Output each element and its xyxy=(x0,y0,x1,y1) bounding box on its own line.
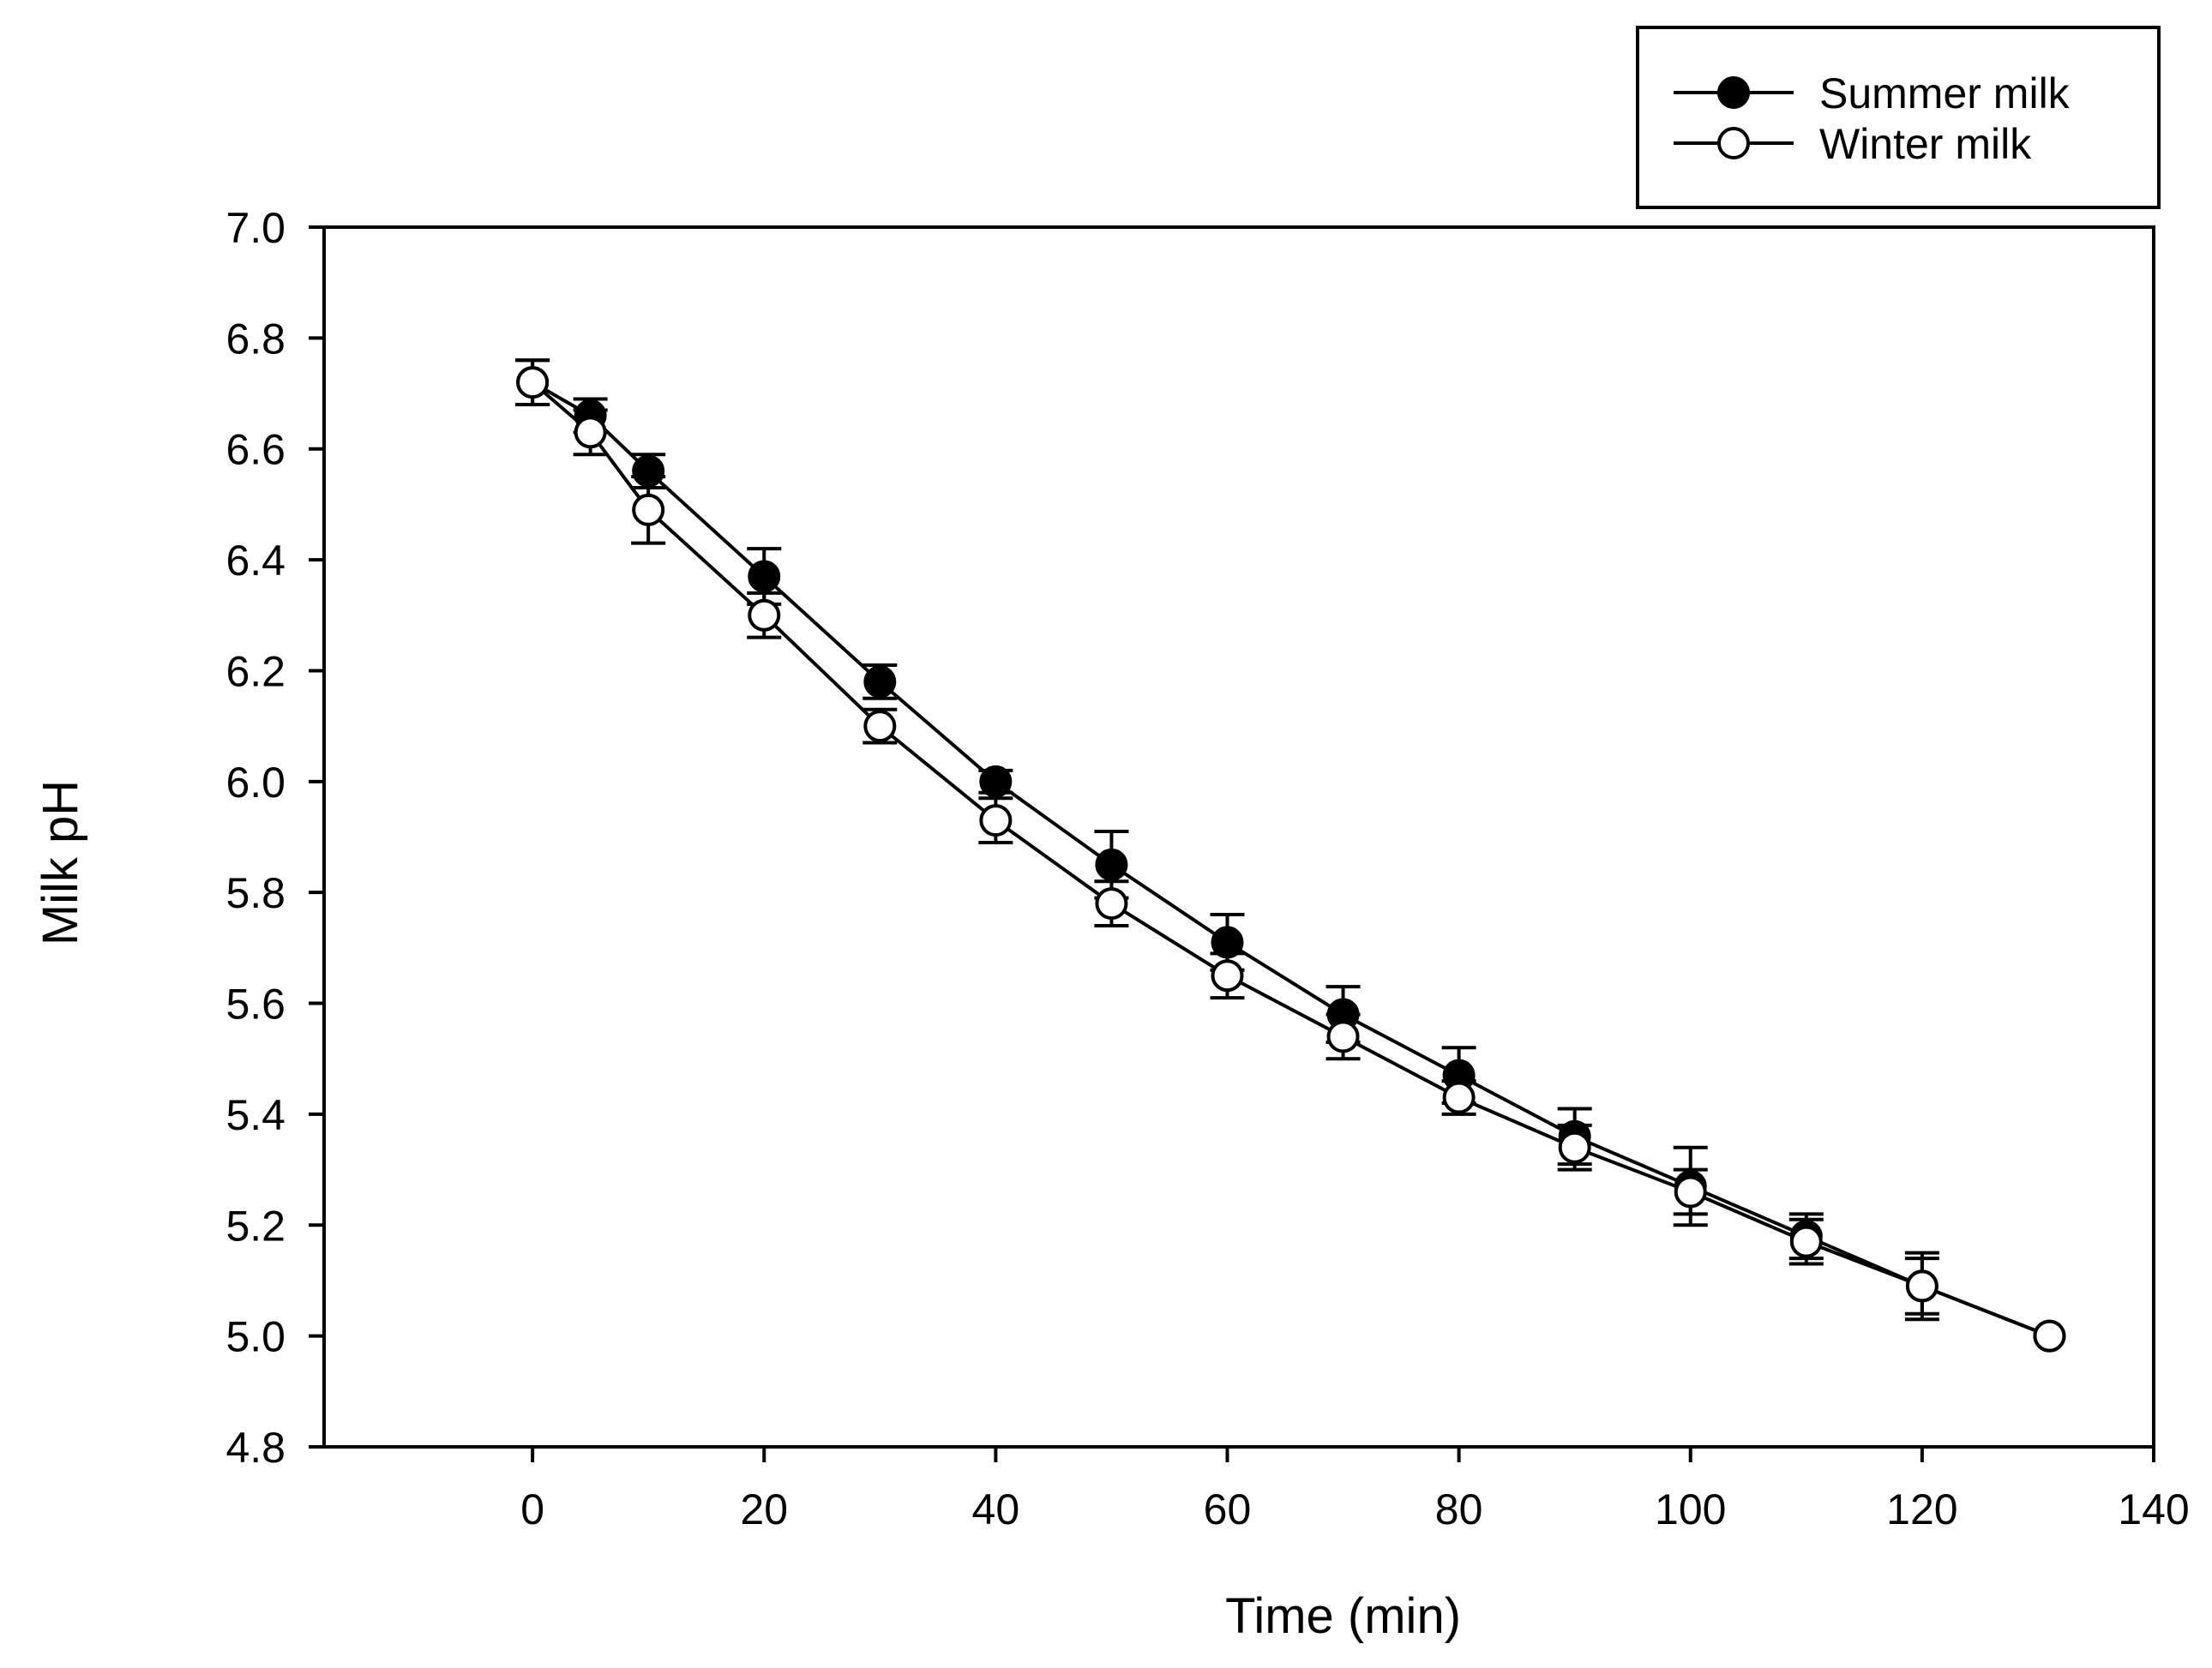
data-point xyxy=(1442,1081,1476,1114)
data-point xyxy=(2033,1319,2066,1353)
data-point xyxy=(632,493,665,526)
x-axis-ticks: 0 20 40 60 80 100 120 140 xyxy=(520,1447,2190,1533)
data-point xyxy=(1789,1225,1823,1258)
x-tick-label: 0 xyxy=(520,1485,544,1533)
x-tick-label: 60 xyxy=(1204,1485,1252,1533)
y-tick-label: 6.8 xyxy=(225,315,286,363)
y-tick-label: 6.0 xyxy=(225,759,286,807)
y-tick-label: 6.4 xyxy=(225,537,286,585)
y-tick-label: 4.8 xyxy=(225,1424,286,1472)
data-point xyxy=(863,710,897,743)
plot-frame xyxy=(322,225,2155,1449)
y-axis-title: Milk pH xyxy=(33,780,88,945)
legend: Summer milk Winter milk xyxy=(1636,26,2161,209)
data-point xyxy=(863,665,897,699)
y-tick-label: 5.8 xyxy=(225,869,286,917)
y-tick-label: 7.0 xyxy=(225,204,286,252)
series-line xyxy=(531,381,2051,1338)
data-point xyxy=(574,416,607,449)
data-point xyxy=(1211,959,1244,993)
series-summer-milk xyxy=(515,358,2066,1353)
legend-label-winter: Winter milk xyxy=(1819,120,2032,168)
series-line xyxy=(532,381,2051,1338)
y-tick-label: 6.2 xyxy=(225,647,286,695)
data-point xyxy=(1095,848,1128,881)
series-layer xyxy=(515,358,2066,1353)
data-point xyxy=(748,560,781,593)
axes xyxy=(322,225,2155,1449)
x-tick-label: 40 xyxy=(972,1485,1020,1533)
data-point xyxy=(1674,1175,1707,1209)
data-point xyxy=(516,366,550,399)
x-axis-title: Time (min) xyxy=(1225,1588,1461,1644)
y-tick-label: 5.6 xyxy=(225,981,286,1029)
data-point xyxy=(748,598,781,632)
x-tick-label: 140 xyxy=(2118,1485,2189,1533)
data-point xyxy=(979,765,1013,798)
data-point xyxy=(1905,1269,1939,1303)
y-axis-ticks: 4.8 5.0 5.2 5.4 5.6 5.8 6.0 6.2 6.4 6.6 6.8 7.0 xyxy=(225,204,324,1472)
series-winter-milk xyxy=(515,358,2066,1353)
data-point xyxy=(1095,887,1128,921)
y-tick-label: 5.0 xyxy=(225,1313,286,1361)
y-tick-label: 5.4 xyxy=(225,1091,286,1139)
y-tick-label: 5.2 xyxy=(225,1202,286,1250)
x-tick-label: 100 xyxy=(1655,1485,1726,1533)
legend-label-summer: Summer milk xyxy=(1819,69,2071,117)
data-point xyxy=(1326,1020,1360,1053)
legend-marker-summer xyxy=(1717,76,1750,109)
legend-marker-winter xyxy=(1717,127,1750,159)
data-point xyxy=(979,804,1013,837)
y-tick-label: 6.6 xyxy=(225,426,286,474)
x-tick-label: 80 xyxy=(1435,1485,1483,1533)
x-tick-label: 20 xyxy=(740,1485,788,1533)
legend-box xyxy=(1636,26,2161,209)
x-tick-label: 120 xyxy=(1886,1485,1957,1533)
data-point xyxy=(1558,1131,1591,1164)
